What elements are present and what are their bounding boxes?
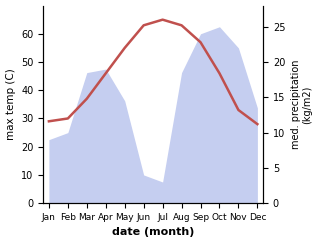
Y-axis label: max temp (C): max temp (C) [5, 69, 16, 140]
Y-axis label: med. precipitation
(kg/m2): med. precipitation (kg/m2) [291, 60, 313, 149]
X-axis label: date (month): date (month) [112, 227, 194, 237]
